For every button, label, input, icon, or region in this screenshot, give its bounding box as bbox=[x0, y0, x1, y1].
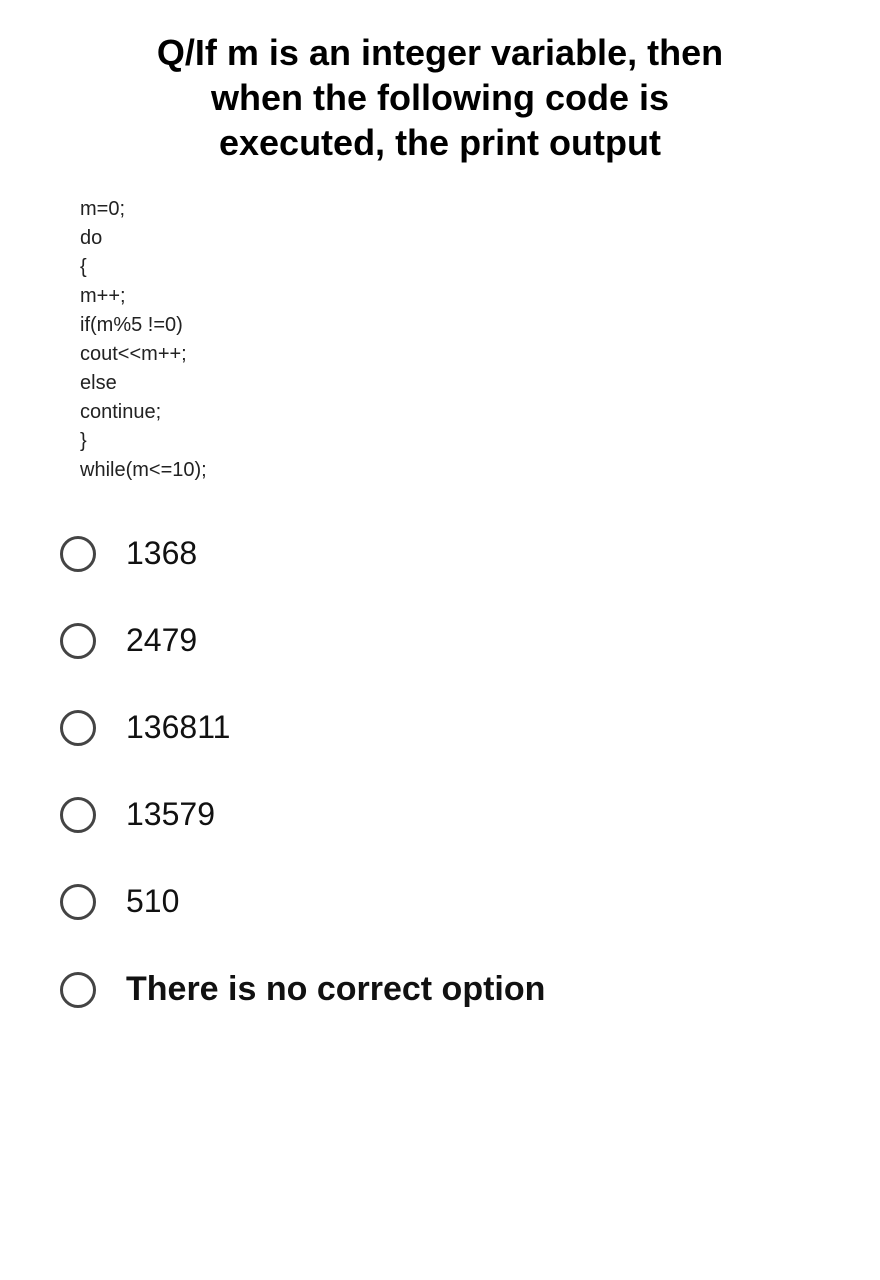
code-line: else bbox=[80, 369, 820, 398]
radio-icon[interactable] bbox=[60, 710, 96, 746]
option-4[interactable]: 13579 bbox=[60, 796, 820, 833]
option-5[interactable]: 510 bbox=[60, 883, 820, 920]
radio-icon[interactable] bbox=[60, 797, 96, 833]
radio-icon[interactable] bbox=[60, 884, 96, 920]
code-line: } bbox=[80, 427, 820, 456]
code-block: m=0; do { m++; if(m%5 !=0) cout<<m++; el… bbox=[80, 195, 820, 485]
radio-icon[interactable] bbox=[60, 536, 96, 572]
question-title: Q/If m is an integer variable, then when… bbox=[150, 30, 730, 165]
code-line: m++; bbox=[80, 282, 820, 311]
option-label: 1368 bbox=[126, 535, 197, 572]
option-label: 2479 bbox=[126, 622, 197, 659]
code-line: do bbox=[80, 224, 820, 253]
question-container: Q/If m is an integer variable, then when… bbox=[0, 0, 880, 1079]
option-label: There is no correct option bbox=[126, 970, 545, 1009]
code-line: cout<<m++; bbox=[80, 340, 820, 369]
radio-icon[interactable] bbox=[60, 623, 96, 659]
option-label: 136811 bbox=[126, 709, 230, 746]
option-1[interactable]: 1368 bbox=[60, 535, 820, 572]
code-line: while(m<=10); bbox=[80, 456, 820, 485]
option-2[interactable]: 2479 bbox=[60, 622, 820, 659]
option-3[interactable]: 136811 bbox=[60, 709, 820, 746]
options-list: 1368 2479 136811 13579 510 There is no c… bbox=[60, 535, 820, 1009]
code-line: m=0; bbox=[80, 195, 820, 224]
code-line: if(m%5 !=0) bbox=[80, 311, 820, 340]
code-line: continue; bbox=[80, 398, 820, 427]
radio-icon[interactable] bbox=[60, 972, 96, 1008]
option-label: 13579 bbox=[126, 796, 215, 833]
option-label: 510 bbox=[126, 883, 179, 920]
option-6[interactable]: There is no correct option bbox=[60, 970, 820, 1009]
code-line: { bbox=[80, 253, 820, 282]
